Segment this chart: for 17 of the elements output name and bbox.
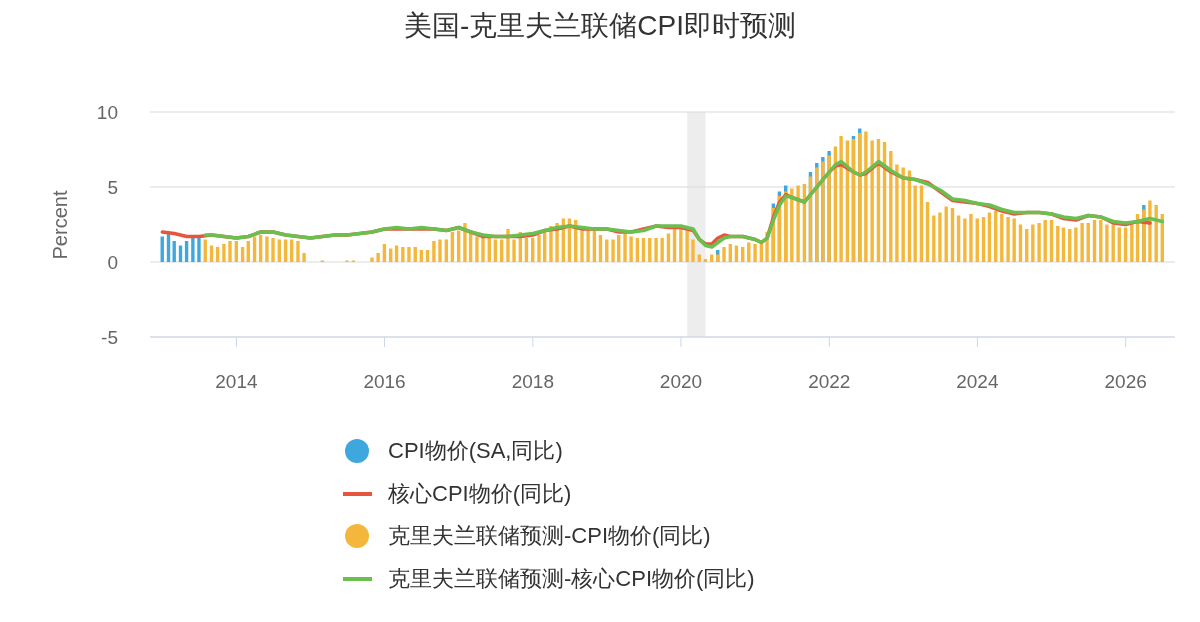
- y-axis-title: Percent: [48, 190, 72, 259]
- y-tick-label: 5: [107, 176, 118, 198]
- y-tick-label: -5: [101, 326, 118, 348]
- y-tick-label: 10: [96, 101, 118, 123]
- y-tick-label: 0: [107, 251, 118, 273]
- chart-title: 美国-克里夫兰联储CPI即时预测: [403, 9, 797, 43]
- x-tick-label: 2022: [808, 371, 851, 393]
- x-tick-label: 2020: [659, 371, 703, 393]
- x-tick-label: 2018: [511, 371, 554, 393]
- legend-label: 克里夫兰联储预测-CPI物价(同比): [388, 522, 711, 551]
- legend-label: 核心CPI物价(同比): [388, 479, 572, 508]
- x-tick-label: 2026: [1104, 371, 1147, 393]
- x-tick-label: 2014: [215, 371, 258, 393]
- x-tick-label: 2024: [956, 371, 999, 393]
- legend-label: CPI物价(SA,同比): [388, 437, 563, 466]
- legend-label: 克里夫兰联储预测-核心CPI物价(同比): [388, 564, 755, 593]
- x-tick-label: 2016: [363, 371, 406, 393]
